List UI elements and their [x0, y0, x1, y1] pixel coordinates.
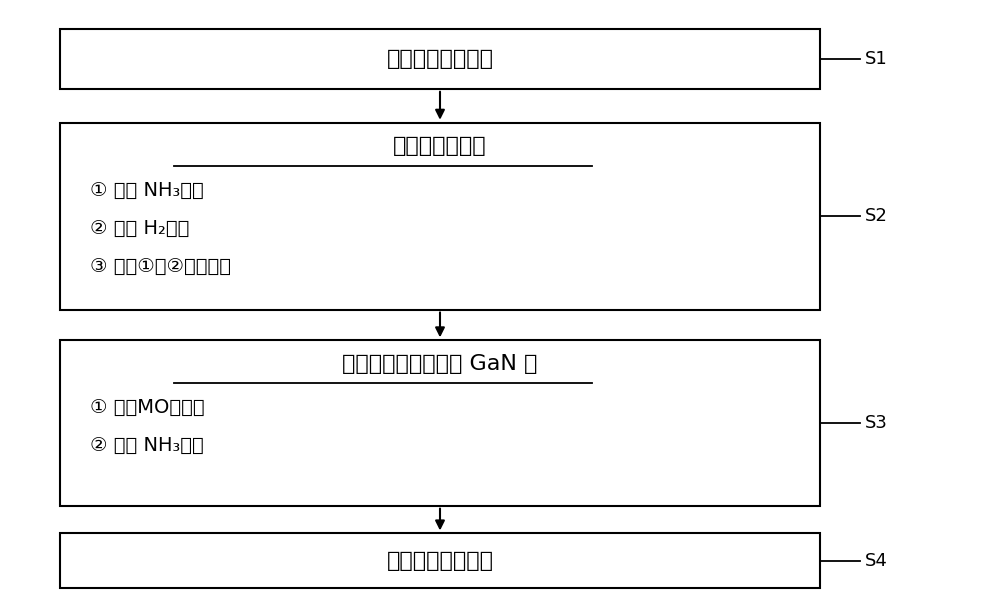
Text: 移除衬底（可选）: 移除衬底（可选） — [386, 551, 494, 571]
Text: S3: S3 — [865, 414, 888, 432]
Bar — [60, 29, 820, 89]
Text: 对衬底执行热清洁: 对衬底执行热清洁 — [386, 49, 494, 69]
Text: ② 施加 NH₃气体: ② 施加 NH₃气体 — [90, 436, 204, 455]
Text: ① 执行MO源涂覆: ① 执行MO源涂覆 — [90, 398, 205, 417]
Text: S1: S1 — [865, 50, 888, 68]
Text: ③ 重复①和②（可选）: ③ 重复①和②（可选） — [90, 257, 231, 275]
Bar — [60, 340, 820, 506]
Text: S2: S2 — [865, 207, 888, 225]
Text: ② 执行 H₂清洁: ② 执行 H₂清洁 — [90, 219, 189, 237]
Text: 原位形成微掩膜: 原位形成微掩膜 — [393, 136, 487, 156]
Text: ① 施加 NH₃气体: ① 施加 NH₃气体 — [90, 181, 204, 199]
Bar — [60, 533, 820, 588]
Bar — [60, 123, 820, 310]
Text: 形成外延横向过生长 GaN 层: 形成外延横向过生长 GaN 层 — [342, 354, 538, 373]
Text: S4: S4 — [865, 552, 888, 570]
